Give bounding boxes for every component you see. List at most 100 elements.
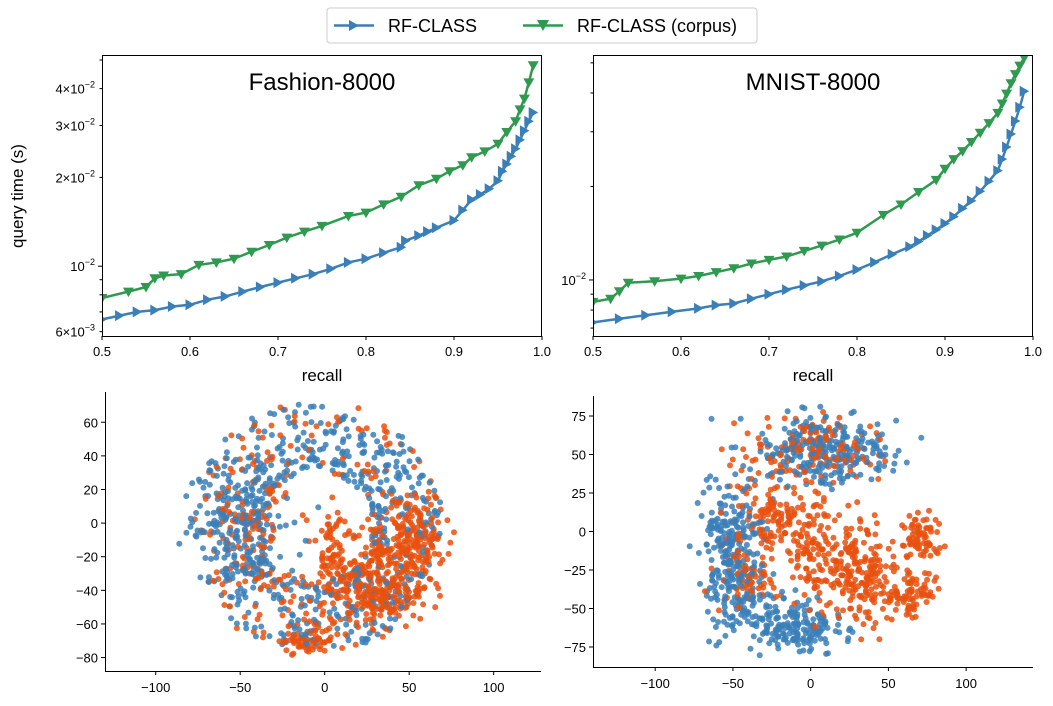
data-point-rf-class-corpus [444,167,456,177]
scatter-point-class-a [281,477,288,484]
scatter-point-class-b [813,429,820,436]
scatter-point-class-b [855,566,862,573]
scatter-point-class-b [823,602,830,609]
scatter-point-class-a [416,529,423,536]
scatter-point-class-b [445,550,452,557]
scatter-point-class-a [193,509,200,516]
scatter-point-class-b [837,551,844,558]
scatter-point-class-b [268,422,275,429]
scatter-point-class-b [432,604,439,611]
scatter-point-class-a [370,431,377,438]
scatter-point-class-b [319,557,326,564]
scatter-point-class-b [868,557,875,564]
scatter-point-class-b [868,586,875,593]
scatter-point-class-a [822,472,829,479]
scatter-point-class-b [312,633,319,640]
scatter-point-class-a [359,473,366,480]
scatter-point-class-a [796,471,803,478]
scatter-point-class-a [317,420,324,426]
scatter-point-class-b [905,536,912,543]
scatter-point-class-a [275,513,282,519]
scatter-point-class-b [914,509,921,516]
scatter-point-class-b [229,469,236,476]
y-tick-label: 60 [84,415,98,430]
scatter-point-class-a [354,484,361,491]
data-point-rf-class [493,175,503,187]
scatter-point-class-b [771,507,778,514]
scatter-point-class-a [843,444,850,451]
scatter-point-class-a [703,476,710,483]
scatter-point-class-b [421,584,428,591]
scatter-point-class-b [922,585,929,592]
scatter-point-class-b [854,499,861,506]
scatter-point-class-b [795,504,801,511]
scatter-point-class-a [295,617,302,624]
scatter-point-class-a [291,625,298,632]
scatter-point-class-b [752,456,759,463]
scatter-point-class-a [768,620,775,627]
scatter-point-class-b [877,563,884,569]
scatter-point-class-a [756,596,763,603]
data-point-rf-class [931,224,942,236]
scatter-point-class-b [219,581,226,588]
scatter-point-class-a [854,454,861,461]
scatter-point-class-b [362,617,369,623]
data-point-rf-class-corpus [457,161,469,171]
scatter-point-class-a [266,512,273,519]
scatter-point-class-b [734,483,741,490]
scatter-point-class-a [334,625,341,632]
scatter-point-class-b [308,432,315,439]
scatter-point-class-b [815,551,822,558]
scatter-point-class-a [437,499,444,506]
scatter-point-class-b [275,576,282,583]
scatter-point-class-b [749,579,755,586]
x-tick-label: 0.8 [357,344,375,359]
scatter-point-class-b [429,514,436,521]
x-tick-label: −100 [141,680,170,695]
scatter-point-class-a [797,453,804,460]
scatter-point-class-b [765,507,771,514]
scatter-point-class-a [698,513,705,519]
scatter-point-class-b [346,528,353,535]
scatter-point-class-a [832,427,839,434]
scatter-point-class-b [755,470,762,476]
scatter-point-class-b [838,572,845,579]
scatter-point-class-b [337,559,344,566]
data-point-rf-class [817,275,827,287]
scatter-point-class-a [334,445,341,452]
scatter-point-class-b [272,498,279,505]
scatter-point-class-b [260,530,267,537]
data-point-rf-class [993,165,1003,177]
scatter-point-class-b [296,643,303,650]
scatter-point-class-b [761,580,767,587]
scatter-point-class-a [776,476,783,483]
scatter-point-class-a [214,519,221,526]
scatter-point-class-a [422,519,429,526]
scatter-point-class-b [372,595,379,602]
scatter-point-class-b [909,577,916,584]
scatter-point-class-a [759,616,766,623]
scatter-point-class-a [241,588,248,595]
x-tick-label: 1.0 [1024,344,1042,359]
scatter-point-class-a [810,616,817,623]
scatter-point-class-b [417,536,424,543]
scatter-point-class-b [363,544,369,551]
data-point-rf-class [922,230,933,241]
scatter-point-class-a [242,570,249,577]
scatter-point-class-b [349,572,356,579]
scatter-point-class-b [858,592,865,599]
scatter-point-class-b [872,562,879,569]
scatter-point-class-b [425,488,432,495]
scatter-point-class-b [344,609,351,616]
scatter-point-class-b [906,512,913,519]
data-point-rf-class-corpus [675,274,687,285]
scatter-point-class-a [714,567,721,574]
scatter-point-class-a [287,586,294,593]
chart-title: MNIST-8000 [746,69,881,96]
scatter-point-class-b [718,446,725,453]
scatter-point-class-a [864,459,871,466]
scatter-point-class-b [433,494,440,501]
scatter-point-class-a [304,438,311,444]
scatter-point-class-a [398,603,405,610]
scatter-point-class-a [705,548,712,555]
